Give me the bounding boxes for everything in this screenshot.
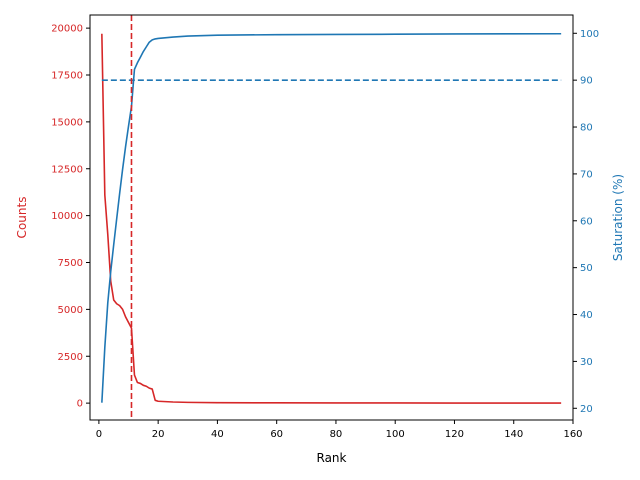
left-tick-label: 15000 — [51, 117, 83, 128]
right-tick-label: 60 — [580, 216, 593, 227]
right-tick-label: 100 — [580, 29, 599, 40]
left-tick-label: 10000 — [51, 211, 83, 222]
x-tick-label: 120 — [445, 429, 464, 440]
right-tick-label: 30 — [580, 357, 593, 368]
left-tick-label: 20000 — [51, 24, 83, 35]
x-tick-label: 40 — [211, 429, 224, 440]
right-tick-label: 40 — [580, 310, 593, 321]
left-axis-label: Counts — [15, 197, 29, 239]
right-tick-label: 80 — [580, 123, 593, 134]
right-axis-label: Saturation (%) — [611, 174, 625, 261]
right-tick-label: 90 — [580, 76, 593, 87]
x-tick-label: 60 — [270, 429, 283, 440]
left-tick-label: 7500 — [58, 258, 83, 269]
left-tick-label: 17500 — [51, 71, 83, 82]
left-axis-ticks: 0 2500 5000 7500 10000 12500 15000 17500 20000 — [51, 24, 90, 410]
left-tick-label: 0 — [77, 399, 83, 410]
plot-lines — [101, 15, 562, 420]
counts-line — [101, 33, 562, 404]
right-tick-label: 50 — [580, 263, 593, 274]
x-tick-label: 160 — [563, 429, 582, 440]
right-axis-ticks: 20 30 40 50 60 70 80 90 100 — [573, 29, 599, 415]
x-axis-ticks: 0 20 40 60 80 100 120 140 160 — [96, 420, 583, 440]
left-tick-label: 5000 — [58, 305, 83, 316]
x-tick-label: 140 — [504, 429, 523, 440]
x-tick-label: 20 — [152, 429, 165, 440]
saturation-line — [101, 32, 562, 403]
x-axis-label: Rank — [317, 451, 347, 465]
right-tick-label: 70 — [580, 169, 593, 180]
left-tick-label: 12500 — [51, 164, 83, 175]
x-tick-label: 100 — [386, 429, 405, 440]
x-tick-label: 0 — [96, 429, 102, 440]
right-tick-label: 20 — [580, 404, 593, 415]
left-tick-label: 2500 — [58, 352, 83, 363]
x-tick-label: 80 — [330, 429, 343, 440]
plot-frame — [89, 14, 574, 421]
